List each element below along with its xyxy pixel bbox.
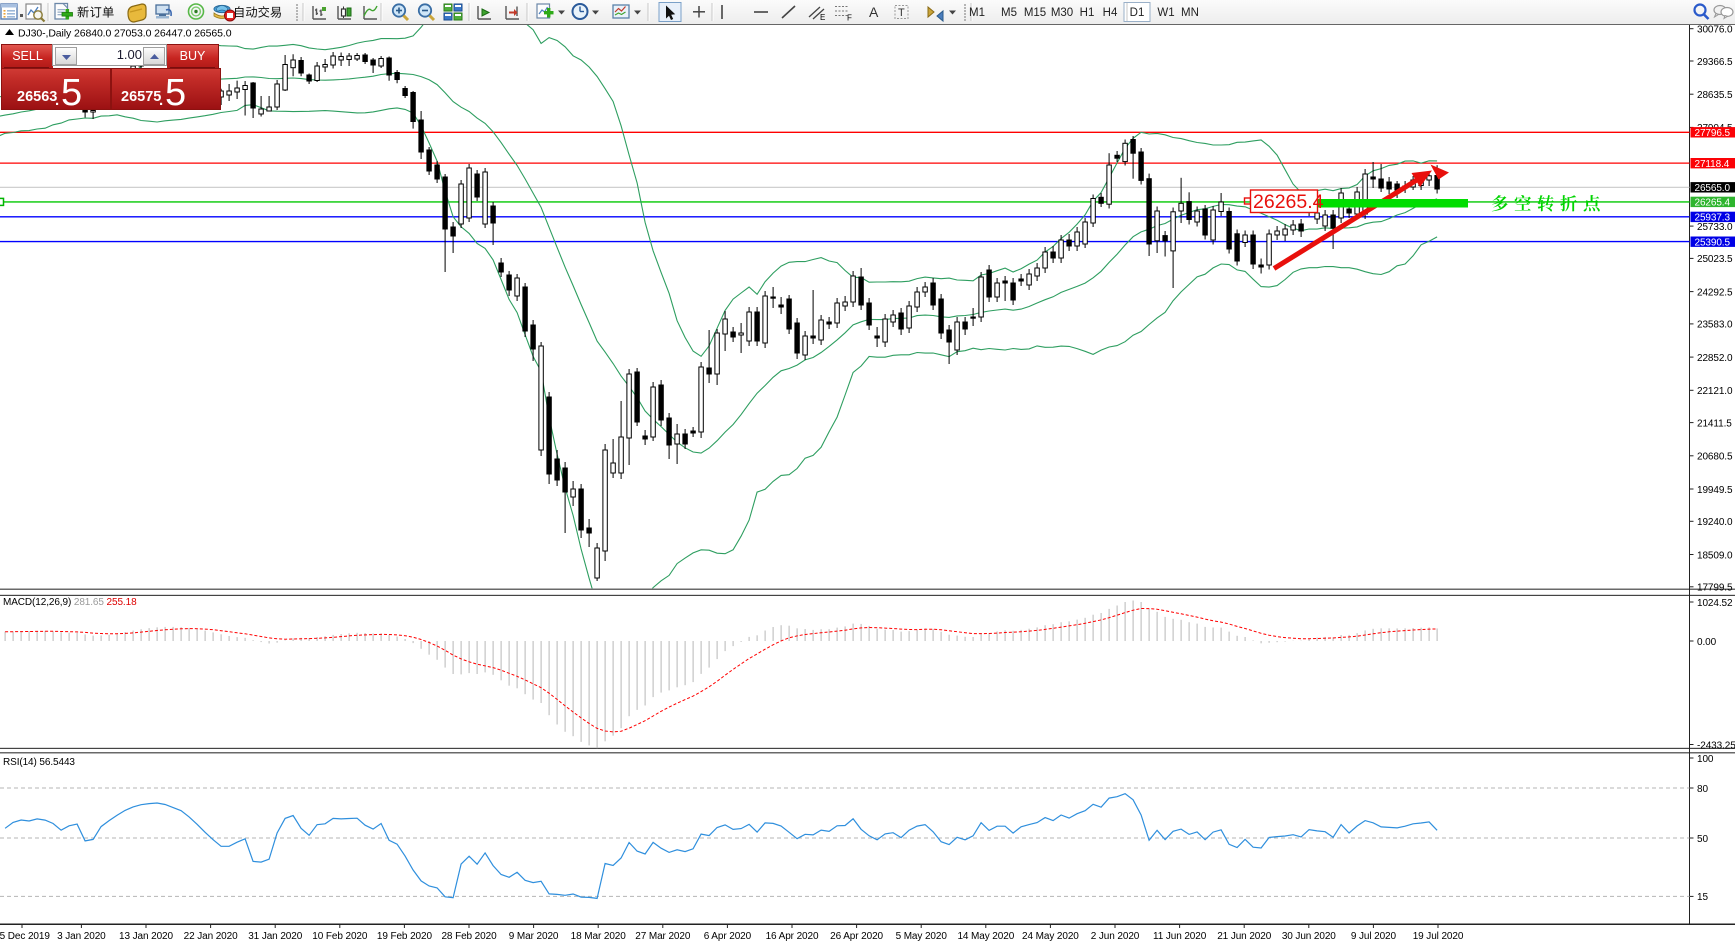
svg-text:F: F [847, 14, 852, 23]
svg-text:E: E [820, 13, 825, 22]
svg-text:M30: M30 [1051, 7, 1073, 19]
svg-text:22852.0: 22852.0 [1697, 353, 1733, 364]
svg-text:21411.5: 21411.5 [1697, 418, 1732, 429]
svg-text:28635.5: 28635.5 [1697, 90, 1733, 101]
svg-text:26565.0: 26565.0 [1695, 183, 1731, 194]
svg-text:RSI(14) 56.5443: RSI(14) 56.5443 [3, 757, 75, 768]
svg-text:18509.0: 18509.0 [1697, 550, 1733, 561]
svg-text:MN: MN [1181, 7, 1199, 19]
svg-text:80: 80 [1697, 784, 1708, 795]
svg-text:1024.52: 1024.52 [1697, 598, 1733, 609]
svg-text:28 Feb 2020: 28 Feb 2020 [441, 931, 497, 942]
svg-text:26265.4: 26265.4 [1695, 198, 1731, 209]
svg-text:19 Jul 2020: 19 Jul 2020 [1413, 931, 1464, 942]
svg-text:0.00: 0.00 [1697, 637, 1717, 648]
svg-text:25937.3: 25937.3 [1695, 213, 1731, 224]
svg-text:DJ30-,Daily 26840.0 27053.0 2: DJ30-,Daily 26840.0 27053.0 26447.0 2656… [18, 28, 232, 40]
svg-text:25390.5: 25390.5 [1695, 237, 1731, 248]
svg-text:20680.5: 20680.5 [1697, 452, 1733, 463]
svg-text:-2433.25: -2433.25 [1697, 740, 1735, 751]
svg-text:15: 15 [1697, 892, 1708, 903]
svg-text:19240.0: 19240.0 [1697, 517, 1733, 528]
svg-text:29366.5: 29366.5 [1697, 57, 1733, 68]
svg-text:A: A [869, 4, 879, 20]
svg-text:30 Jun 2020: 30 Jun 2020 [1282, 931, 1336, 942]
svg-text:13 Jan 2020: 13 Jan 2020 [119, 931, 173, 942]
svg-text:100: 100 [1697, 754, 1714, 765]
svg-text:30076.0: 30076.0 [1697, 25, 1733, 36]
svg-text:25 Dec 2019: 25 Dec 2019 [0, 931, 50, 942]
svg-text:M5: M5 [1001, 7, 1017, 19]
svg-text:27 Mar 2020: 27 Mar 2020 [635, 931, 691, 942]
svg-text:27796.5: 27796.5 [1695, 128, 1731, 139]
svg-text:6 Apr 2020: 6 Apr 2020 [704, 931, 752, 942]
svg-text:26 Apr 2020: 26 Apr 2020 [830, 931, 883, 942]
svg-text:22121.0: 22121.0 [1697, 386, 1733, 397]
svg-text:24292.5: 24292.5 [1697, 287, 1733, 298]
svg-text:31 Jan 2020: 31 Jan 2020 [248, 931, 302, 942]
svg-text:MACD(12,26,9) 281.65 255.18: MACD(12,26,9) 281.65 255.18 [3, 597, 137, 608]
svg-text:9 Jul 2020: 9 Jul 2020 [1351, 931, 1397, 942]
svg-text:H1: H1 [1080, 7, 1095, 19]
svg-text:50: 50 [1697, 834, 1708, 845]
svg-text:11 Jun 2020: 11 Jun 2020 [1153, 931, 1207, 942]
svg-text:3 Jan 2020: 3 Jan 2020 [57, 931, 106, 942]
svg-text:16 Apr 2020: 16 Apr 2020 [766, 931, 819, 942]
svg-text:23583.0: 23583.0 [1697, 320, 1733, 331]
svg-text:10 Feb 2020: 10 Feb 2020 [312, 931, 368, 942]
svg-text:27118.4: 27118.4 [1695, 159, 1730, 170]
svg-text:24 May 2020: 24 May 2020 [1022, 931, 1079, 942]
svg-text:19 Feb 2020: 19 Feb 2020 [377, 931, 433, 942]
svg-text:25733.0: 25733.0 [1697, 222, 1733, 233]
svg-text:22 Jan 2020: 22 Jan 2020 [184, 931, 238, 942]
svg-text:26265.4: 26265.4 [1253, 191, 1324, 213]
svg-text:2 Jun 2020: 2 Jun 2020 [1091, 931, 1140, 942]
svg-text:M1: M1 [969, 7, 985, 19]
svg-text:9 Mar 2020: 9 Mar 2020 [509, 931, 559, 942]
svg-text:D1: D1 [1130, 7, 1145, 19]
svg-text:19949.5: 19949.5 [1697, 485, 1733, 496]
svg-text:18 Mar 2020: 18 Mar 2020 [571, 931, 627, 942]
svg-text:25023.5: 25023.5 [1697, 254, 1733, 265]
svg-text:17799.5: 17799.5 [1697, 583, 1733, 594]
svg-text:14 May 2020: 14 May 2020 [957, 931, 1014, 942]
svg-text:T: T [898, 7, 905, 19]
svg-text:W1: W1 [1157, 7, 1174, 19]
svg-text:M15: M15 [1024, 7, 1046, 19]
svg-text:5 May 2020: 5 May 2020 [896, 931, 948, 942]
svg-text:21 Jun 2020: 21 Jun 2020 [1217, 931, 1271, 942]
svg-text:H4: H4 [1103, 7, 1118, 19]
